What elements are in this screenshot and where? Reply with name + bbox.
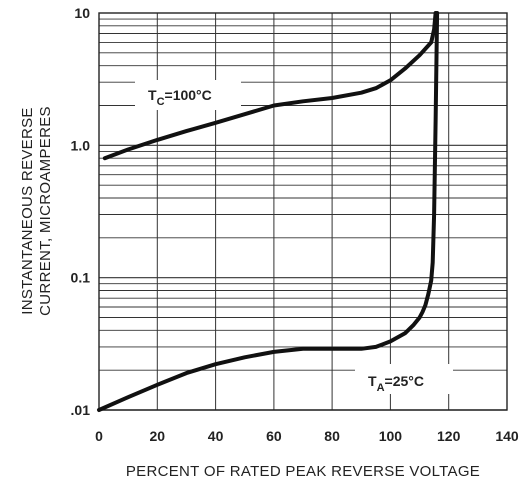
series-label-2: TA=25°C xyxy=(368,373,424,394)
x-tick-label: 80 xyxy=(324,428,340,444)
series-label-backdrop xyxy=(355,364,453,394)
x-tick-label: 20 xyxy=(150,428,166,444)
plot-frame xyxy=(98,12,508,411)
y-tick-label: 0.1 xyxy=(71,270,91,286)
series-label-1: TC=100°C xyxy=(148,87,212,108)
x-tick-label: 40 xyxy=(208,428,224,444)
series-layer xyxy=(97,11,440,412)
x-tick-label: 0 xyxy=(95,428,103,444)
x-tick-label: 140 xyxy=(495,428,519,444)
y-tick-label: 10 xyxy=(74,5,90,21)
y-tick-label: 1.0 xyxy=(71,137,91,153)
series-line-1 xyxy=(102,11,438,161)
y-axis-title-line-1: INSTANTANEOUS REVERSE xyxy=(19,107,36,314)
y-tick-label: .01 xyxy=(71,402,91,418)
x-tick-label: 120 xyxy=(437,428,461,444)
label-layer: TC=100°C TA=25°C xyxy=(135,80,453,394)
x-tick-label: 60 xyxy=(266,428,282,444)
series-line-2 xyxy=(97,11,440,412)
x-tick-label: 100 xyxy=(379,428,403,444)
plot-background xyxy=(99,13,507,410)
y-axis-title-line-2: CURRENT, MICROAMPERES xyxy=(37,106,54,316)
x-axis-title: PERCENT OF RATED PEAK REVERSE VOLTAGE xyxy=(126,463,480,480)
tick-layer: 0 20 40 60 80 100 120 140 .01 0.1 1.0 10 xyxy=(71,5,519,444)
series-label-backdrop xyxy=(135,80,241,110)
